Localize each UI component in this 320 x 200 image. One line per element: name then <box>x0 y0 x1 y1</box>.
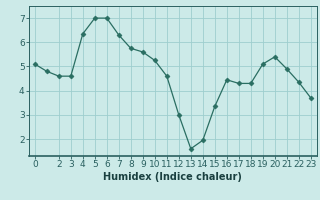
X-axis label: Humidex (Indice chaleur): Humidex (Indice chaleur) <box>103 172 242 182</box>
